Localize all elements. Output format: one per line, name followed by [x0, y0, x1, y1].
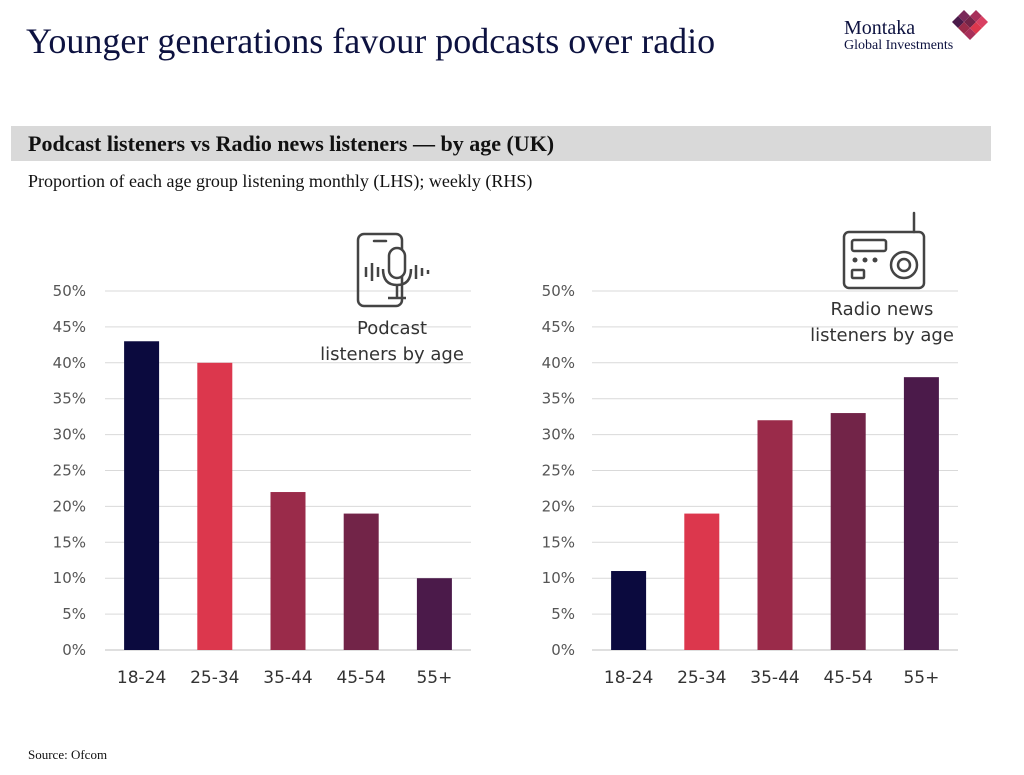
- x-tick-label: 35-44: [263, 668, 312, 688]
- bar-25-34: [684, 513, 720, 650]
- x-tick-label: 45-54: [823, 668, 872, 688]
- x-tick-label: 55+: [416, 668, 452, 688]
- y-tick-label: 40%: [53, 354, 86, 372]
- page-title: Younger generations favour podcasts over…: [26, 21, 716, 61]
- y-tick-label: 5%: [62, 605, 86, 623]
- y-tick-label: 50%: [542, 282, 575, 300]
- y-tick-label: 45%: [53, 318, 86, 336]
- bar-45-54: [343, 513, 379, 650]
- y-tick-label: 25%: [53, 462, 86, 480]
- x-tick-label: 18-24: [604, 668, 653, 688]
- y-tick-label: 20%: [53, 497, 86, 515]
- y-tick-label: 40%: [542, 354, 575, 372]
- y-tick-label: 25%: [542, 462, 575, 480]
- x-tick-label: 55+: [903, 668, 939, 688]
- y-tick-label: 30%: [542, 426, 575, 444]
- x-tick-label: 45-54: [336, 668, 385, 688]
- y-tick-label: 35%: [542, 390, 575, 408]
- y-tick-label: 35%: [53, 390, 86, 408]
- bar-18-24: [124, 341, 160, 650]
- y-tick-label: 0%: [62, 641, 86, 659]
- x-tick-label: 25-34: [677, 668, 726, 688]
- chart-subtitle: Proportion of each age group listening m…: [28, 171, 533, 191]
- x-tick-label: 35-44: [750, 668, 799, 688]
- y-tick-label: 10%: [542, 569, 575, 587]
- chart-title: Podcast listeners by age: [320, 318, 464, 365]
- y-tick-label: 15%: [542, 533, 575, 551]
- chart-banner: Podcast listeners vs Radio news listener…: [11, 126, 991, 161]
- y-tick-label: 50%: [53, 282, 86, 300]
- smartphone-microphone-icon: [356, 232, 430, 308]
- bar-35-44: [270, 492, 306, 650]
- x-tick-label: 25-34: [190, 668, 239, 688]
- logo-mark-icon: [952, 10, 988, 40]
- source-note: Source: Ofcom: [28, 747, 108, 762]
- y-tick-label: 0%: [551, 641, 575, 659]
- y-tick-label: 10%: [53, 569, 86, 587]
- y-tick-label: 30%: [53, 426, 86, 444]
- x-tick-label: 18-24: [117, 668, 166, 688]
- bar-35-44: [757, 420, 793, 650]
- bar-25-34: [197, 362, 233, 650]
- bar-55+: [416, 578, 452, 650]
- bar-18-24: [611, 571, 647, 650]
- y-tick-label: 45%: [542, 318, 575, 336]
- bar-45-54: [830, 413, 866, 650]
- y-tick-label: 15%: [53, 533, 86, 551]
- chart-title: Radio news listeners by age: [810, 299, 954, 346]
- company-logo: Montaka Global Investments: [840, 8, 990, 58]
- bar-55+: [903, 377, 939, 650]
- y-tick-label: 5%: [551, 605, 575, 623]
- y-tick-label: 20%: [542, 497, 575, 515]
- logo-subtitle: Global Investments: [844, 38, 954, 53]
- radio-icon: [842, 211, 926, 290]
- banner-title: Podcast listeners vs Radio news listener…: [28, 131, 555, 156]
- logo-name: Montaka: [844, 17, 916, 39]
